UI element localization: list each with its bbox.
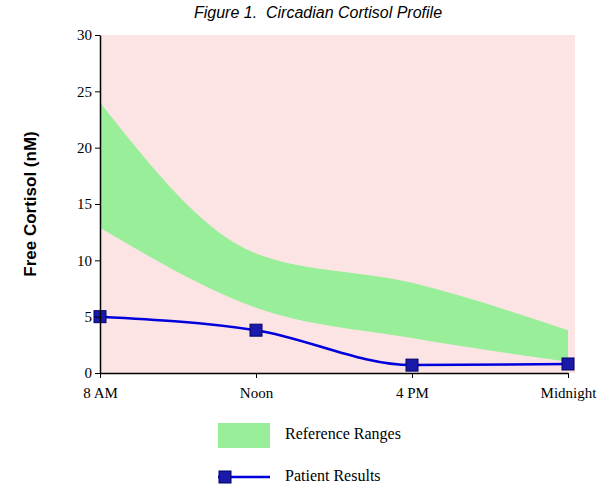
y-tick-label: 30: [77, 27, 92, 43]
legend-marker: [219, 471, 231, 483]
y-tick-mark: [95, 35, 100, 36]
chart-title: Figure 1. Circadian Cortisol Profile: [194, 4, 442, 21]
x-tick: Midnight: [541, 373, 598, 401]
y-tick: 20: [77, 140, 100, 156]
y-tick-label: 15: [77, 196, 92, 212]
legend-label: Patient Results: [285, 467, 381, 484]
patient-line: [100, 317, 568, 365]
x-tick-label: Midnight: [541, 385, 598, 401]
chart-svg: 0 5 10 15 20 25 30 8 AM Noon 4 PM Midnight Figure 1…: [0, 0, 600, 489]
y-tick-mark: [95, 204, 100, 205]
patient-marker: [406, 359, 418, 371]
x-tick-mark: [412, 373, 413, 378]
y-tick: 0: [85, 365, 101, 381]
legend-swatch: [218, 423, 270, 448]
y-tick-mark: [95, 260, 100, 261]
x-tick-mark: [256, 373, 257, 378]
y-tick: 30: [77, 27, 100, 43]
patient-marker: [562, 358, 574, 370]
y-tick: 25: [77, 84, 100, 100]
reference-band: [100, 103, 568, 362]
plot-background: [100, 35, 575, 373]
x-tick-mark: [100, 373, 101, 378]
y-tick-label: 25: [77, 84, 92, 100]
x-axis: 8 AM Noon 4 PM Midnight: [83, 373, 597, 401]
y-tick-label: 10: [77, 253, 92, 269]
x-tick-mark: [568, 373, 569, 378]
y-tick: 10: [77, 253, 100, 269]
x-axis-line: [101, 373, 569, 375]
y-tick-mark: [95, 91, 100, 92]
y-tick-mark: [95, 373, 100, 374]
patient-marker: [250, 324, 262, 336]
legend: Reference Ranges Patient Results: [218, 423, 401, 484]
y-tick-mark: [95, 317, 100, 318]
y-tick-label: 5: [85, 309, 93, 325]
x-tick-label: Noon: [240, 385, 274, 401]
x-tick: Noon: [240, 373, 274, 401]
y-tick-label: 0: [85, 365, 93, 381]
y-axis-title: Free Cortisol (nM): [21, 131, 40, 276]
y-axis: 0 5 10 15 20 25 30: [77, 27, 101, 381]
y-tick-mark: [95, 148, 100, 149]
chart-container: 0 5 10 15 20 25 30 8 AM Noon 4 PM Midnight Figure 1…: [0, 0, 600, 489]
x-tick: 8 AM: [83, 373, 118, 401]
x-tick-label: 4 PM: [396, 385, 429, 401]
y-tick: 15: [77, 196, 100, 212]
x-tick: 4 PM: [396, 373, 429, 401]
legend-label: Reference Ranges: [285, 425, 401, 443]
x-tick-label: 8 AM: [83, 385, 118, 401]
y-tick-label: 20: [77, 140, 92, 156]
plot-marks: [94, 103, 574, 372]
y-tick: 5: [85, 309, 101, 325]
